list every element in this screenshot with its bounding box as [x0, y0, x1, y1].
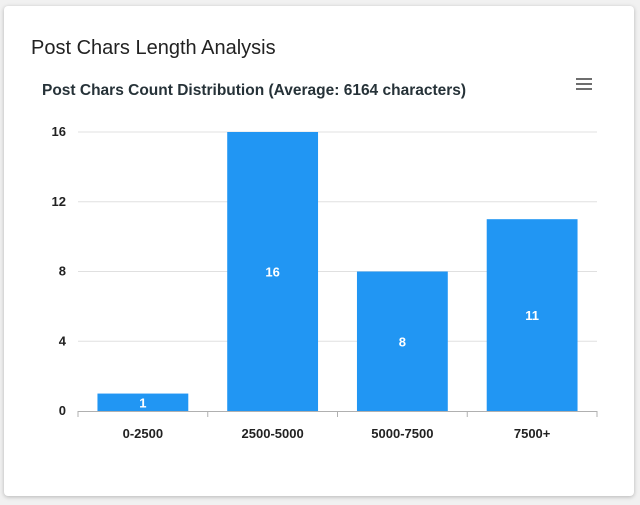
- labels: 0 4 8 12 16 1 0-2500 16 2500-5000 8 5000-7500 11 750…: [52, 124, 551, 441]
- bar[interactable]: [97, 393, 189, 411]
- x-tick-label: 5000-7500: [371, 426, 433, 441]
- x-tick-label: 7500+: [514, 426, 551, 441]
- bar[interactable]: [356, 271, 448, 412]
- y-tick-label: 0: [59, 403, 66, 418]
- y-tick-label: 8: [59, 264, 66, 279]
- data-label: 1: [139, 395, 146, 410]
- hamburger-menu-icon[interactable]: [572, 74, 596, 94]
- card-title: Post Chars Length Analysis: [31, 37, 276, 59]
- axes: [77, 411, 598, 417]
- x-tick-label: 2500-5000: [242, 426, 304, 441]
- x-tick-label: 0-2500: [123, 426, 163, 441]
- bar[interactable]: [227, 132, 319, 411]
- data-label: 16: [265, 265, 279, 280]
- y-tick-label: 16: [52, 124, 66, 139]
- bars: [97, 132, 578, 412]
- y-tick-label: 12: [52, 194, 66, 209]
- data-label: 11: [525, 308, 539, 323]
- y-tick-label: 4: [59, 333, 67, 348]
- chart-title: Post Chars Count Distribution (Average: …: [42, 82, 466, 99]
- data-label: 8: [399, 334, 406, 349]
- bar[interactable]: [486, 219, 578, 411]
